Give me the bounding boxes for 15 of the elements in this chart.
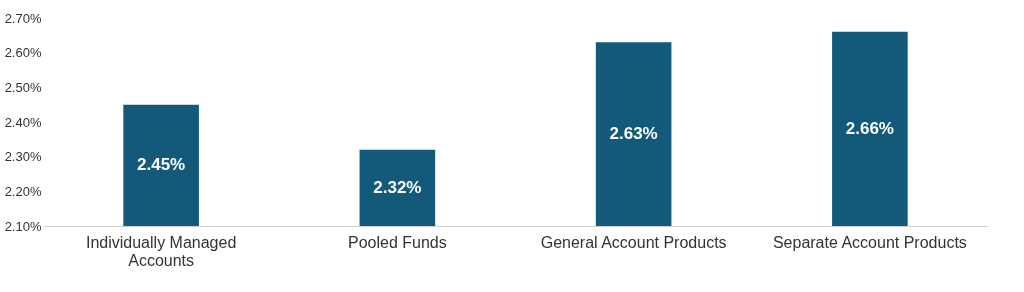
data-label: 2.32% [373,177,422,197]
y-tick-label: 2.20% [4,183,42,199]
y-tick-label: 2.70% [4,10,42,26]
y-tick-label: 2.10% [4,218,42,234]
y-tick-label: 2.40% [4,114,42,130]
y-tick-label: 2.60% [4,45,42,61]
x-tick-label: Separate Account Products [772,233,967,251]
data-label: 2.63% [609,124,658,144]
x-tick-label: General Account Products [540,233,727,251]
x-tick-label: Pooled Funds [348,233,447,251]
data-label: 2.45% [137,155,186,175]
x-tick-label: Individually Managed Accounts [85,233,237,269]
y-tick-label: 2.30% [4,149,42,165]
data-label: 2.66% [845,118,894,138]
y-tick-label: 2.50% [4,79,42,95]
